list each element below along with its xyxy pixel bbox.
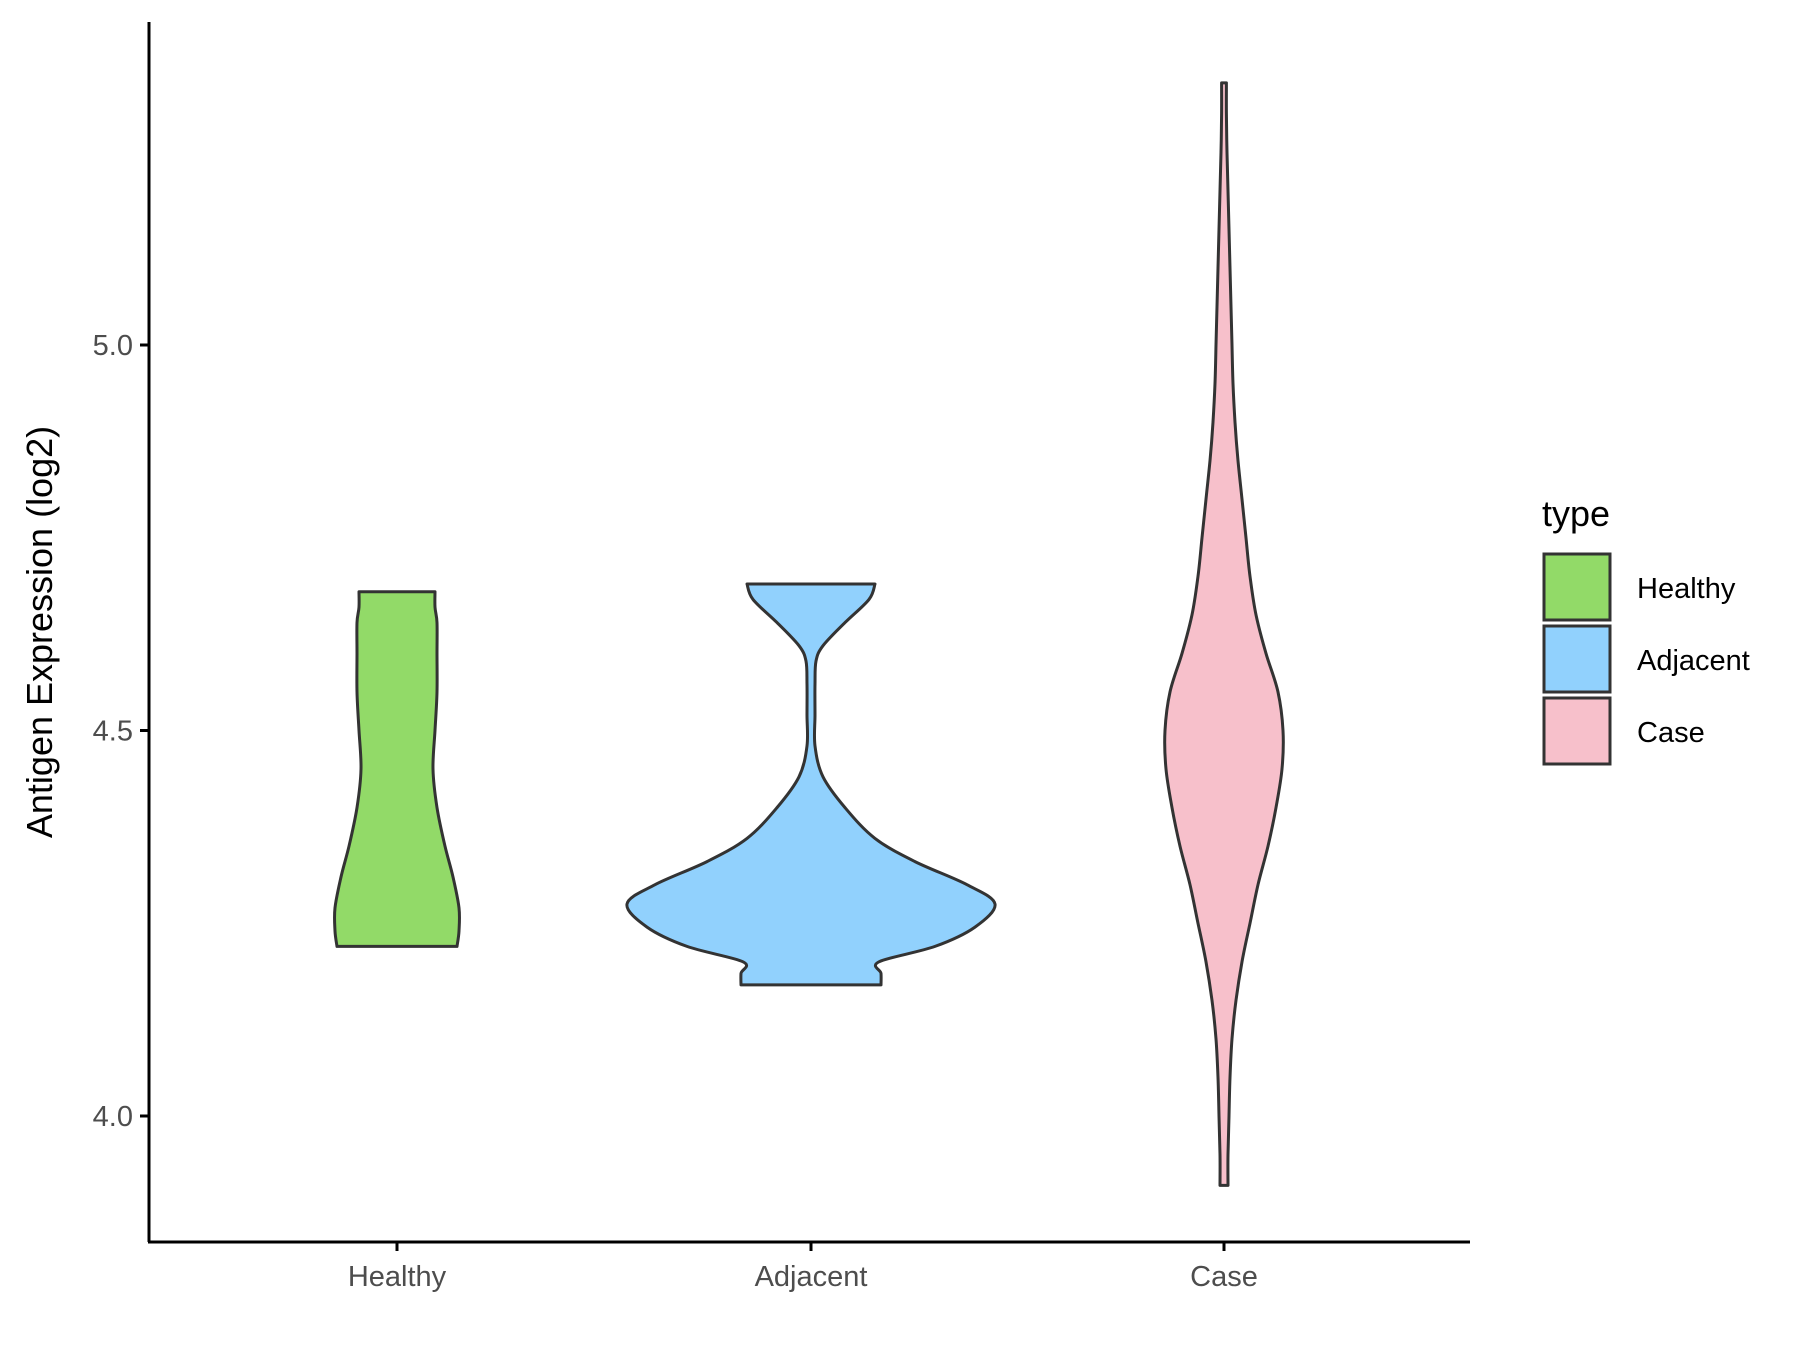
legend-label-case: Case — [1637, 717, 1705, 749]
legend-label-healthy: Healthy — [1637, 573, 1736, 605]
y-tick-label: 4.5 — [93, 716, 133, 748]
legend-swatch-healthy — [1542, 552, 1612, 622]
legend-swatch-case — [1542, 696, 1612, 766]
legend-title: type — [1542, 493, 1610, 534]
y-tick-label: 4.0 — [93, 1101, 133, 1133]
violin-layer — [332, 81, 1285, 1187]
y-axis-title: Antigen Expression (log2) — [19, 426, 60, 838]
x-tick-label-healthy: Healthy — [348, 1261, 447, 1293]
legend-swatch-adjacent — [1542, 624, 1612, 694]
x-tick-label-adjacent: Adjacent — [755, 1261, 868, 1293]
axes — [147, 22, 1470, 1244]
y-ticks: 4.0 4.5 5.0 — [93, 330, 149, 1133]
legend: type Healthy Adjacent Case — [1542, 493, 1750, 766]
violin-healthy — [332, 590, 462, 948]
x-ticks: Healthy Adjacent Case — [348, 1242, 1258, 1293]
violin-case — [1163, 81, 1285, 1187]
x-tick-label-case: Case — [1190, 1261, 1258, 1293]
legend-label-adjacent: Adjacent — [1637, 645, 1750, 677]
violin-adjacent — [625, 582, 997, 987]
y-tick-label: 5.0 — [93, 330, 133, 362]
